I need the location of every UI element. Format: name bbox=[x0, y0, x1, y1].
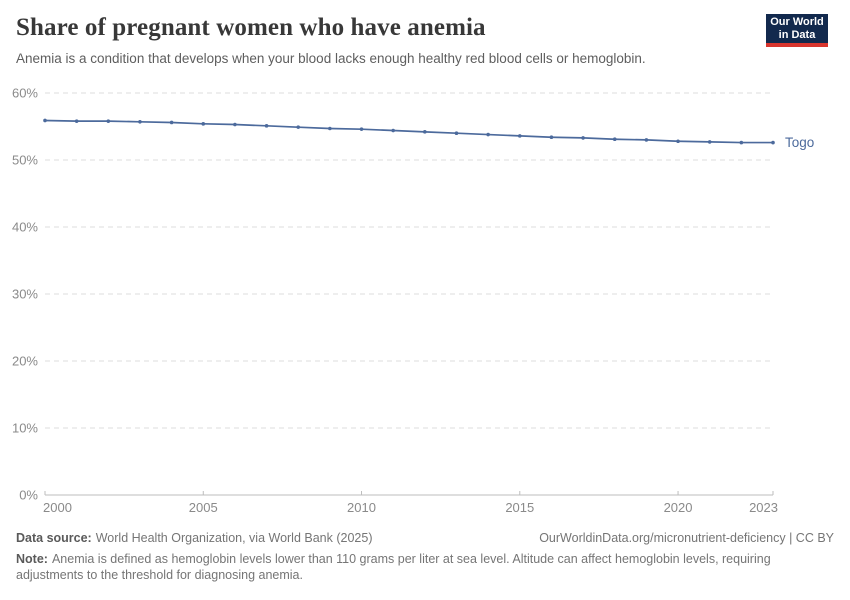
entity-label[interactable]: Togo bbox=[785, 135, 814, 150]
x-axis-label: 2020 bbox=[664, 500, 693, 515]
note-label: Note: bbox=[16, 552, 48, 566]
data-point[interactable] bbox=[328, 126, 332, 131]
data-point[interactable] bbox=[169, 120, 174, 125]
note-text: Anemia is defined as hemoglobin levels l… bbox=[16, 552, 771, 582]
data-point[interactable] bbox=[423, 130, 427, 134]
owid-logo-line2: in Data bbox=[778, 28, 816, 41]
chart-footer: Data source: World Health Organization, v… bbox=[16, 531, 834, 583]
series-line[interactable] bbox=[44, 119, 773, 144]
y-axis-label: 60% bbox=[12, 86, 38, 101]
x-axis-label: 2005 bbox=[189, 500, 218, 515]
data-point[interactable] bbox=[517, 134, 522, 138]
page-title: Share of pregnant women who have anemia bbox=[16, 14, 486, 41]
y-axis-label: 50% bbox=[12, 153, 38, 168]
data-point[interactable] bbox=[359, 127, 364, 131]
data-point[interactable] bbox=[549, 135, 554, 140]
data-point[interactable] bbox=[676, 139, 680, 144]
data-point[interactable] bbox=[771, 140, 775, 145]
y-axis-label: 20% bbox=[12, 354, 38, 369]
x-axis-label: 2010 bbox=[347, 500, 376, 515]
owid-logo[interactable]: Our World in Data bbox=[766, 14, 828, 47]
y-axis-label: 40% bbox=[12, 220, 38, 235]
owid-license-link[interactable]: OurWorldinData.org/micronutrient-deficie… bbox=[539, 531, 834, 545]
data-point[interactable] bbox=[106, 119, 111, 123]
data-point[interactable] bbox=[201, 122, 206, 126]
data-point[interactable] bbox=[644, 138, 649, 142]
data-source: Data source: World Health Organization, v… bbox=[16, 531, 373, 545]
data-point[interactable] bbox=[264, 124, 269, 128]
chart-subtitle: Anemia is a condition that develops when… bbox=[16, 51, 646, 66]
chart-header: Share of pregnant women who have anemia … bbox=[16, 14, 754, 67]
data-point[interactable] bbox=[454, 131, 459, 135]
data-point[interactable] bbox=[233, 122, 237, 127]
data-point[interactable] bbox=[43, 118, 47, 123]
y-axis-label: 0% bbox=[19, 488, 38, 503]
data-point[interactable] bbox=[612, 137, 617, 142]
data-source-text: World Health Organization, via World Ban… bbox=[95, 531, 373, 545]
chart-note: Note: Anemia is defined as hemoglobin lev… bbox=[16, 551, 834, 583]
data-point[interactable] bbox=[486, 132, 490, 137]
y-axis-label: 10% bbox=[12, 421, 38, 436]
data-source-label: Data source: bbox=[16, 531, 92, 545]
y-axis-label: 30% bbox=[12, 287, 38, 302]
data-point[interactable] bbox=[739, 140, 744, 145]
x-axis-label: 2023 bbox=[749, 500, 778, 515]
data-point[interactable] bbox=[296, 125, 301, 129]
data-point[interactable] bbox=[74, 119, 79, 123]
data-point[interactable] bbox=[391, 128, 395, 133]
owid-logo-line1: Our World bbox=[770, 16, 824, 28]
x-axis-label: 2000 bbox=[43, 500, 72, 515]
x-axis-label: 2015 bbox=[505, 500, 534, 515]
data-point[interactable] bbox=[138, 120, 142, 124]
data-point[interactable] bbox=[707, 140, 712, 144]
data-point[interactable] bbox=[581, 136, 585, 140]
